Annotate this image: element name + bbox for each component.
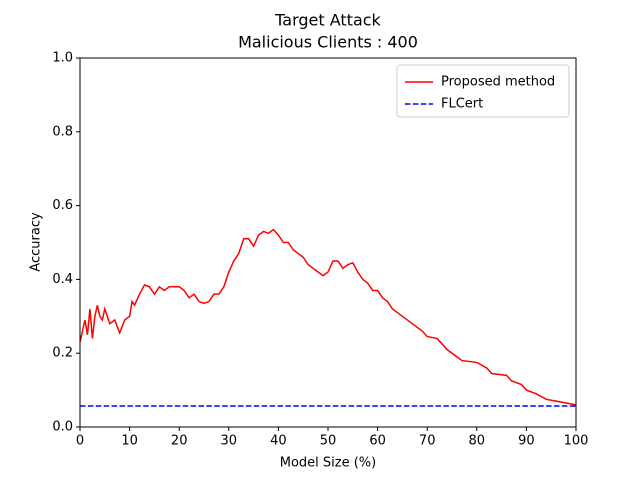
y-tick-label: 1.0 bbox=[52, 51, 73, 66]
x-tick-label: 60 bbox=[369, 434, 386, 449]
y-tick-label: 0.0 bbox=[52, 420, 73, 435]
x-tick-label: 0 bbox=[76, 434, 84, 449]
x-axis-label: Model Size (%) bbox=[280, 456, 376, 471]
x-tick-label: 70 bbox=[419, 434, 436, 449]
x-tick-label: 10 bbox=[121, 434, 138, 449]
y-tick-label: 0.2 bbox=[52, 346, 73, 361]
y-tick-label: 0.6 bbox=[52, 198, 73, 213]
x-tick-label: 80 bbox=[469, 434, 486, 449]
x-tick-label: 40 bbox=[270, 434, 287, 449]
y-tick-label: 0.4 bbox=[52, 272, 73, 287]
x-tick-label: 50 bbox=[320, 434, 337, 449]
y-axis-label: Accuracy bbox=[29, 212, 44, 272]
legend-label: Proposed method bbox=[441, 75, 555, 90]
plot-frame bbox=[79, 57, 577, 428]
x-tick-label: 30 bbox=[221, 434, 238, 449]
y-tick-label: 0.8 bbox=[52, 124, 73, 139]
legend-box bbox=[396, 64, 570, 118]
x-tick-label: 100 bbox=[564, 434, 589, 449]
chart-subtitle: Malicious Clients : 400 bbox=[238, 33, 418, 52]
legend-label: FLCert bbox=[441, 97, 483, 112]
x-tick-label: 20 bbox=[171, 434, 188, 449]
x-tick-label: 90 bbox=[518, 434, 535, 449]
chart-title: Target Attack bbox=[274, 11, 381, 30]
line-series bbox=[79, 228, 577, 406]
